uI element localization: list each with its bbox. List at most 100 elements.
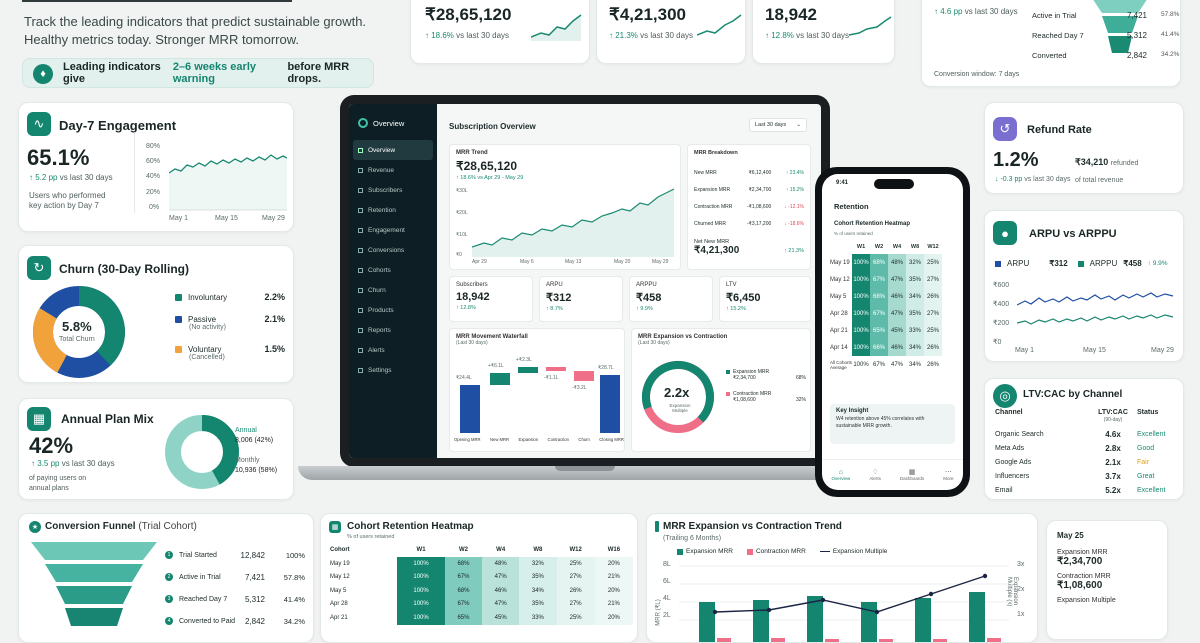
funnel-list: 1 Trial Started 12,842 100% 2 Active in Tria… xyxy=(165,544,305,632)
nav-revenue[interactable]: Revenue xyxy=(349,160,437,180)
kpi-ltv[interactable]: LTV ₹6,450 ↑ 15.2% xyxy=(719,276,811,322)
expansion-trend-card[interactable]: MRR Expansion vs Contraction Trend (Trai… xyxy=(646,513,1038,643)
panel-value: ₹28,65,120 xyxy=(456,159,518,173)
breakdown-label: Churned MRR xyxy=(694,220,726,227)
kpi-net-new-card[interactable]: ₹4,21,300 ↑ 21.3% vs last 30 days xyxy=(596,0,746,64)
cell: 67% xyxy=(872,361,885,368)
legend-swatch xyxy=(175,315,182,323)
tab-overview[interactable]: ⌂ Overview xyxy=(832,469,851,481)
kpi-arppu[interactable]: ARPPU ₹458 ↑ 9.9% xyxy=(629,276,713,322)
date-range-select[interactable]: Last 30 days ⌄ xyxy=(749,118,807,132)
laptop-base xyxy=(298,466,872,480)
breakdown-row: Expansion MRR ₹2,34,700 ↑ 15.2% xyxy=(694,181,804,198)
multiple-point xyxy=(874,609,880,615)
refund-card[interactable]: ↺ Refund Rate 1.2% ₹34,210 refunded ↓ -0… xyxy=(984,102,1184,194)
col-header: W16 xyxy=(607,547,621,553)
cell: 33% xyxy=(906,322,924,339)
y-tick: ₹20L xyxy=(456,210,468,216)
churn-card[interactable]: ↻ Churn (30-Day Rolling) 5.8% Total Chur… xyxy=(18,245,294,383)
cell: Apr 14 xyxy=(830,344,848,351)
cell: 26% xyxy=(924,339,942,356)
nav-engagement[interactable]: Engagement xyxy=(349,220,437,240)
kpi-mrr-card[interactable]: ₹28,65,120 ↑ 18.6% vs last 30 days xyxy=(410,0,590,64)
step-value: 5,312 xyxy=(244,594,265,604)
kpi-value: ₹312 xyxy=(546,292,572,304)
cell: 46% xyxy=(888,339,906,356)
cell: 46% xyxy=(482,584,520,598)
nav-conversions[interactable]: Conversions xyxy=(349,240,437,260)
cell: 48% xyxy=(888,254,906,271)
cell: 26% xyxy=(556,584,595,598)
breakdown-label: Expansion MRR xyxy=(694,186,731,193)
mrr-breakdown-panel[interactable]: MRR Breakdown New MRR ₹6,12,400 ↑ 23.4% Ex… xyxy=(687,144,811,270)
gauge-center-value: 2.2x xyxy=(664,385,690,400)
nav-settings[interactable]: Settings xyxy=(349,360,437,380)
col-header: W12 xyxy=(927,244,939,250)
nav-reports[interactable]: Reports xyxy=(349,320,437,340)
arppu-value: ₹458 xyxy=(1123,259,1142,268)
table-row: Organic Search 4.6x Excellent xyxy=(995,427,1177,441)
nav-alerts[interactable]: Alerts xyxy=(349,340,437,360)
date-range-value: Last 30 days xyxy=(755,122,787,128)
nav-label: Retention xyxy=(368,206,396,214)
funnel-row-value: 2,842 xyxy=(1126,50,1147,60)
cell: 100% xyxy=(852,288,870,305)
engagement-card[interactable]: ∿ Day-7 Engagement 65.1% ↑ 5.2 pp vs las… xyxy=(18,102,294,232)
conversion-funnel-card[interactable]: ★ Conversion Funnel (Trial Cohort) 1 Tria… xyxy=(18,513,314,643)
nav-products[interactable]: Products xyxy=(349,300,437,320)
nav-subscribers[interactable]: Subscribers xyxy=(349,180,437,200)
cell: 47% xyxy=(888,271,906,288)
arpu-chart xyxy=(1017,292,1174,325)
cell: 100% xyxy=(397,570,445,584)
pulse-icon: ∿ xyxy=(27,112,51,136)
churn-item-value: 2.2% xyxy=(264,292,285,302)
ltv-status: Excellent xyxy=(1137,486,1166,494)
multiple-line xyxy=(714,575,986,613)
cell: May 19 xyxy=(330,560,350,567)
tab-more[interactable]: ⋯ More xyxy=(943,468,953,481)
expansion-bar xyxy=(699,602,715,642)
cohort-heatmap-card[interactable]: ▦ Cohort Retention Heatmap % of users re… xyxy=(320,513,638,643)
nav-overview[interactable]: Overview xyxy=(353,140,433,160)
arpu-title: ARPU vs ARPPU xyxy=(1029,228,1117,240)
annual-plan-card[interactable]: ▦ Annual Plan Mix 42% ↑ 3.5 pp vs last 3… xyxy=(18,398,294,500)
nav-churn[interactable]: Churn xyxy=(349,280,437,300)
funnel-row-label: Reached Day 7 xyxy=(1032,30,1084,40)
waterfall-panel[interactable]: MRR Movement Waterfall (Last 30 days) ₹2… xyxy=(449,328,625,452)
tab-dashboards[interactable]: ▦ Dashboards xyxy=(900,468,924,481)
step-value: 12,842 xyxy=(240,550,265,560)
mrr-trend-panel[interactable]: MRR Trend ₹28,65,120 ↑ 18.6% vs Apr 29 -… xyxy=(449,144,681,270)
phone-title: Retention xyxy=(834,202,869,211)
ltv-cac-card[interactable]: ◎ LTV:CAC by Channel Channel LTV:CAC (90-… xyxy=(984,378,1184,500)
kpi-arpu[interactable]: ARPU ₹312 ↑ 8.7% xyxy=(539,276,623,322)
kpi-subscribers[interactable]: Subscribers 18,942 ↑ 12.8% xyxy=(449,276,533,322)
legend-swatch xyxy=(726,392,730,396)
annual-label: Annual xyxy=(235,427,257,434)
tab-alerts[interactable]: ♢ Alerts xyxy=(869,468,881,481)
y-tick-right: 1x xyxy=(1017,611,1025,618)
conversion-summary-card[interactable]: ↑ 4.6 pp vs last 30 days Active in Trial… xyxy=(921,0,1181,87)
y-axis-label: MRR (₹L) xyxy=(655,599,662,626)
y-tick-right: 3x xyxy=(1017,561,1025,568)
engagement-delta: ↑ 5.2 pp xyxy=(29,173,58,182)
funnel-row-label: Converted xyxy=(1032,50,1067,60)
expansion-panel[interactable]: MRR Expansion vs Contraction (Last 30 da… xyxy=(631,328,811,452)
y-tick: 60% xyxy=(146,158,161,165)
table-row: May 5 100% 68% 46% 34% 26% 20% xyxy=(327,584,633,598)
arpu-card[interactable]: ● ARPU vs ARPPU ARPU ₹312 ARPPU ₹458 ↑ 9.9%… xyxy=(984,210,1184,362)
breakdown-row: New MRR ₹6,12,400 ↑ 23.4% xyxy=(694,164,804,181)
callout-post: before MRR drops. xyxy=(287,61,350,85)
kpi-sparkline xyxy=(697,14,742,36)
funnel-title: Conversion Funnel xyxy=(45,521,136,532)
net-label: Net New MRR xyxy=(694,239,730,245)
wf-x-axis: Opening MRR New MRR Expansion Contraction Ch… xyxy=(454,437,624,442)
step-label: Reached Day 7 xyxy=(179,595,228,603)
nav-cohorts[interactable]: Cohorts xyxy=(349,260,437,280)
kpi-value: ₹28,65,120 xyxy=(425,5,512,24)
net-row: ₹4,21,300 ↑ 21.3% xyxy=(694,245,804,256)
kpi-subscribers-card[interactable]: 18,942 ↑ 12.8% vs last 30 days xyxy=(752,0,895,64)
x-tick: Churn xyxy=(578,437,590,442)
nav-retention[interactable]: Retention xyxy=(349,200,437,220)
legend-swatch xyxy=(1077,260,1084,267)
funnel-suffix: vs last 30 days xyxy=(964,7,1018,16)
